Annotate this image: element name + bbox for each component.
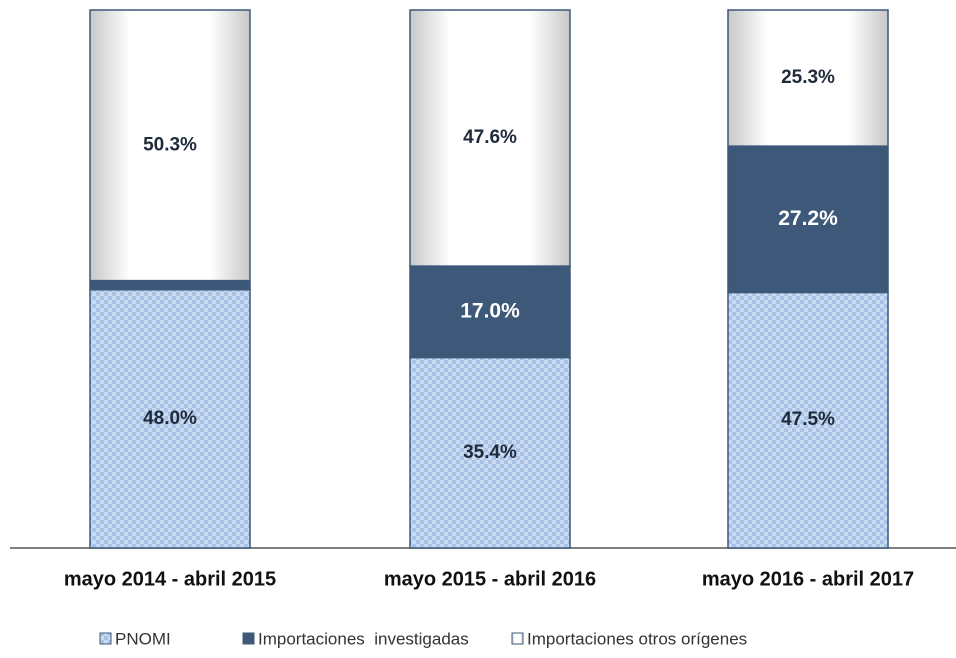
- bar-segment: [409, 9, 571, 267]
- bar-segment: [727, 291, 889, 549]
- legend-label: Importaciones otros orígenes: [527, 629, 747, 648]
- value-label: 25.3%: [781, 67, 835, 88]
- bar-segment: [409, 265, 571, 359]
- legend-label: Importaciones investigadas: [258, 629, 469, 648]
- value-label: 35.4%: [463, 442, 517, 463]
- legend-label: PNOMI: [115, 629, 171, 648]
- bar-segment: [89, 289, 251, 549]
- value-label: 47.6%: [463, 127, 517, 148]
- value-label: 48.0%: [143, 408, 197, 429]
- value-label: 27.2%: [778, 207, 838, 230]
- x-tick-label: mayo 2016 - abril 2017: [702, 568, 914, 590]
- value-label: 47.5%: [781, 409, 835, 430]
- bar-segment: [409, 356, 571, 549]
- bar-segment: [89, 279, 251, 291]
- legend-swatch: [242, 632, 255, 645]
- value-label: 17.0%: [460, 299, 520, 322]
- bar-segment: [727, 9, 889, 147]
- legend-swatch: [511, 632, 524, 645]
- legend-swatch: [99, 632, 112, 645]
- bar-segment: [727, 145, 889, 294]
- x-tick-label: mayo 2014 - abril 2015: [64, 568, 276, 590]
- bar-segment: [89, 9, 251, 282]
- x-tick-label: mayo 2015 - abril 2016: [384, 568, 596, 590]
- value-label: 50.3%: [143, 134, 197, 155]
